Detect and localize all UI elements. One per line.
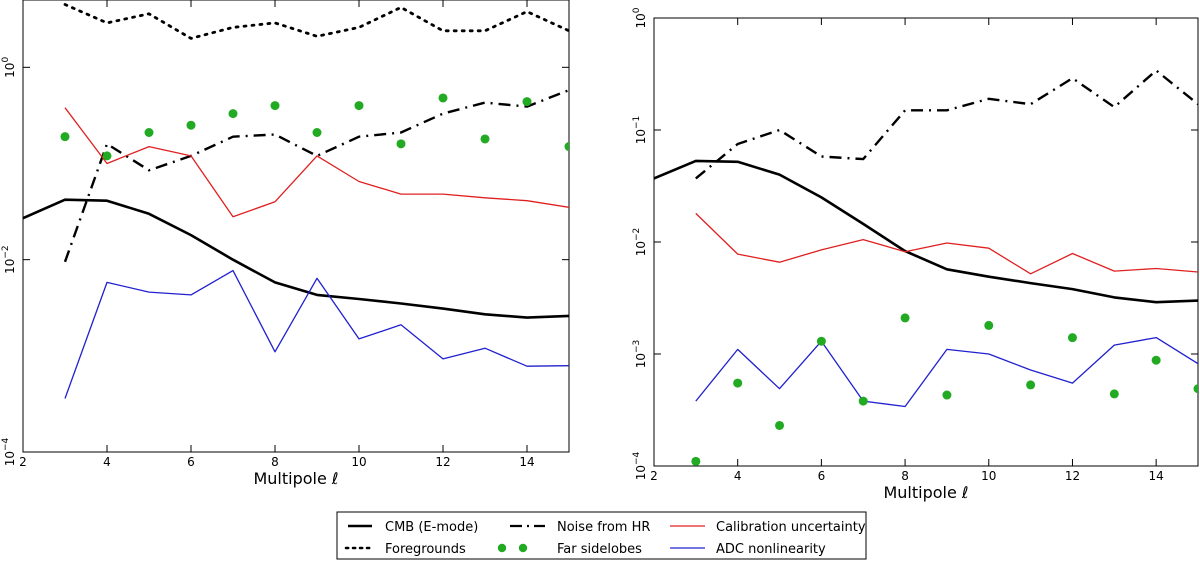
- left-sidelobes-point: [396, 139, 406, 149]
- left-sidelobes-point: [564, 142, 569, 152]
- left-sidelobes-point: [60, 132, 70, 142]
- right-y-tick-label: 100: [632, 7, 648, 28]
- right-sidelobes-point: [1151, 355, 1161, 365]
- right-x-tick-label: 8: [901, 469, 909, 483]
- right-x-tick-label: 2: [650, 469, 658, 483]
- left-sidelobes-point: [144, 128, 154, 138]
- left-sidelobes-point: [186, 120, 196, 130]
- right-y-tick-label: 10−4: [632, 451, 648, 480]
- left-y-tick-label: 10−4: [1, 437, 17, 466]
- left-sidelobes-point: [270, 101, 280, 111]
- legend: CMB (E-mode) Noise from HR Calibration u…: [336, 511, 867, 560]
- right-cmb-line: [654, 159, 1198, 304]
- right-sidelobes-point: [900, 313, 910, 323]
- right-x-tick-label: 6: [818, 469, 826, 483]
- left-sidelobes-point: [522, 97, 532, 107]
- left-x-tick-label: 4: [103, 455, 111, 469]
- left-adc-line: [64, 269, 569, 399]
- right-sidelobes-point: [942, 390, 952, 400]
- left-y-tick-label: 100: [1, 57, 17, 78]
- left-x-tick-label: 14: [519, 455, 534, 469]
- right-x-tick-label: 10: [981, 469, 996, 483]
- left-x-tick-label: 8: [271, 455, 279, 469]
- left-calib-line: [64, 107, 569, 218]
- legend-label-noise: Noise from HR: [557, 520, 650, 535]
- left-x-axis-title: Multipole ℓ: [253, 469, 338, 488]
- right-y-tick-label: 10−3: [632, 340, 648, 369]
- right-x-tick-label: 14: [1149, 469, 1164, 483]
- right-sidelobes-point: [733, 378, 743, 388]
- right-sidelobes-point: [691, 456, 701, 466]
- right-noise-line: [695, 69, 1198, 180]
- left-noise-line: [63, 88, 569, 263]
- right-sidelobes-point: [1193, 384, 1198, 394]
- right-sidelobes-point: [984, 320, 994, 330]
- left-sidelobes-point: [228, 109, 238, 119]
- left-x-tick-label: 10: [351, 455, 366, 469]
- right-sidelobes-point: [816, 336, 826, 346]
- right-x-tick-label: 4: [734, 469, 742, 483]
- left-x-tick-label: 2: [19, 455, 27, 469]
- legend-swatch-sidelobes-1: [497, 543, 507, 553]
- legend-label-adc: ADC nonlinearity: [716, 542, 826, 557]
- right-calib-line: [695, 212, 1198, 275]
- left-y-tick-label: 10−2: [1, 245, 17, 274]
- right-adc-line: [695, 336, 1198, 408]
- left-x-tick-label: 6: [187, 455, 195, 469]
- left-plot-area: [23, 3, 569, 399]
- right-sidelobes-point: [1109, 389, 1119, 399]
- legend-frame: [336, 511, 867, 560]
- legend-label-sidelobes: Far sidelobes: [557, 542, 642, 557]
- right-sidelobes-point: [1067, 333, 1077, 343]
- right-sidelobes-point: [858, 396, 868, 406]
- right-plot-area: [654, 69, 1198, 466]
- right-axes-frame: [653, 17, 1199, 467]
- left-sidelobes-point: [102, 151, 112, 161]
- left-cmb-line: [23, 198, 569, 319]
- right-panel: 2 4 6 8 10 12 14 100 10−1 10−2 10−3 10−4 Multipole ℓ: [632, 7, 1199, 502]
- legend-label-fg: Foregrounds: [385, 542, 466, 557]
- legend-label-cmb: CMB (E-mode): [385, 520, 478, 535]
- legend-label-calib: Calibration uncertainty: [716, 520, 866, 535]
- right-sidelobes-point: [775, 420, 785, 430]
- left-sidelobes-point: [354, 101, 364, 111]
- legend-swatch-sidelobes-2: [518, 543, 528, 553]
- right-y-tick-label: 10−1: [632, 116, 648, 145]
- left-fg-line: [63, 3, 569, 40]
- right-x-tick-label: 12: [1065, 469, 1080, 483]
- left-sidelobes-point: [312, 128, 322, 138]
- right-sidelobes-point: [1026, 380, 1036, 390]
- left-sidelobes-point: [480, 134, 490, 144]
- right-y-tick-label: 10−2: [632, 228, 648, 257]
- left-x-tick-label: 12: [435, 455, 450, 469]
- left-sidelobes-point: [438, 93, 448, 103]
- right-x-axis-title: Multipole ℓ: [883, 483, 968, 502]
- left-panel: 2 4 6 8 10 12 14 100 10−2 10−4 Multipole ℓ: [1, 0, 570, 488]
- left-axes-frame: [22, 0, 570, 453]
